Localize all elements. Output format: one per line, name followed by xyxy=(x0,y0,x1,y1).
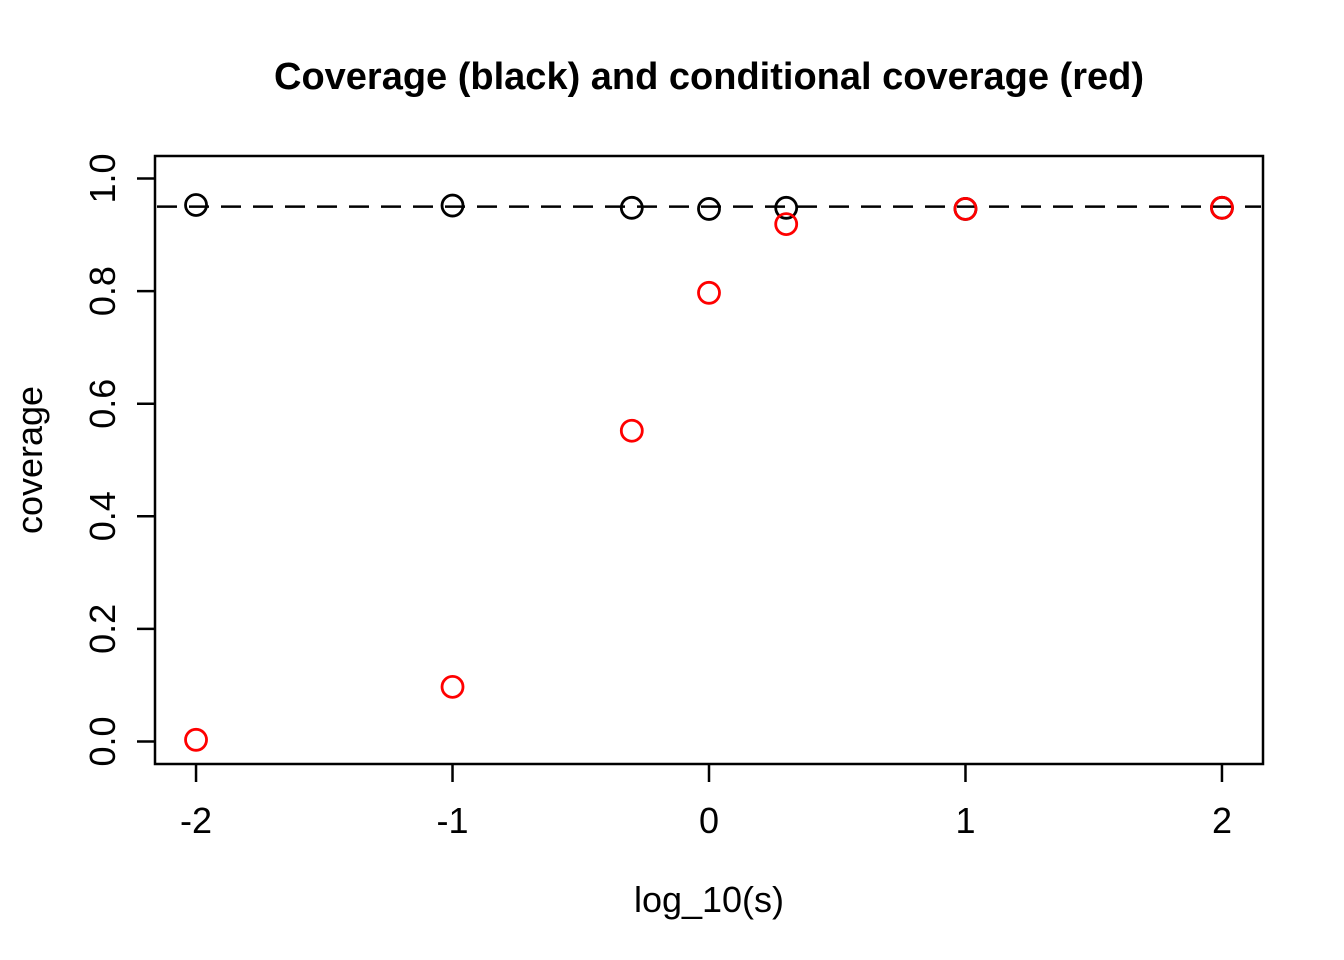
data-point-black xyxy=(440,193,465,218)
chart-title: Coverage (black) and conditional coverag… xyxy=(274,56,1144,98)
y-tick-label: 0.8 xyxy=(82,266,123,316)
data-point-black xyxy=(774,195,799,220)
y-tick-label: 0.2 xyxy=(82,604,123,654)
x-axis-title: log_10(s) xyxy=(633,879,785,920)
data-point-red xyxy=(1210,195,1234,220)
y-tick-label: 0.4 xyxy=(82,491,123,541)
x-tick-label: 1 xyxy=(955,800,975,841)
data-point-red xyxy=(697,280,721,305)
y-axis-title: coverage xyxy=(9,385,51,535)
x-tick-label: -1 xyxy=(437,800,469,841)
data-point-red xyxy=(440,674,465,699)
data-point-red xyxy=(184,727,208,752)
x-tick-label: -2 xyxy=(180,800,212,841)
data-point-red xyxy=(774,212,799,237)
data-point-black xyxy=(184,193,208,217)
x-tick-label: 2 xyxy=(1212,800,1232,841)
y-tick-label: 0.6 xyxy=(82,379,123,429)
y-tick-label: 1.0 xyxy=(82,153,123,203)
data-point-black xyxy=(619,195,644,220)
x-tick-label: 0 xyxy=(699,800,719,841)
data-point-black xyxy=(697,197,721,221)
data-point-red xyxy=(619,418,644,443)
data-point-red xyxy=(953,197,978,221)
plot-frame xyxy=(153,154,1265,766)
y-tick-label: 0.0 xyxy=(82,716,123,766)
